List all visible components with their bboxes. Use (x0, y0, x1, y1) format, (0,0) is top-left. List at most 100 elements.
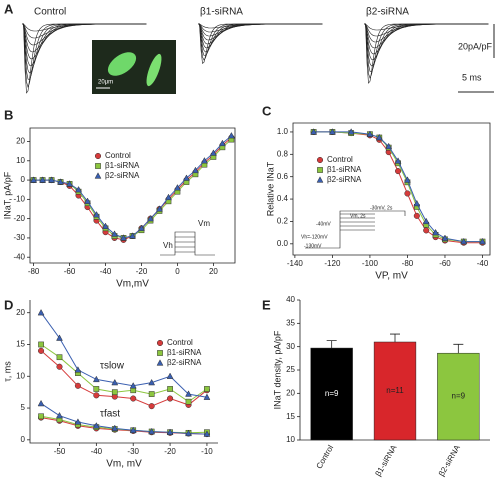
series-line (313, 131, 483, 243)
x-tick-label: Control (315, 443, 336, 470)
marker (111, 424, 119, 432)
marker (385, 142, 393, 150)
marker (111, 389, 118, 396)
micrograph: 20μm (92, 40, 176, 94)
x-tick-label: -50 (54, 447, 66, 456)
marker (38, 413, 44, 420)
marker (347, 128, 355, 135)
x-tick-label: -40 (477, 259, 489, 268)
marker (204, 386, 210, 392)
marker (413, 199, 421, 207)
marker (92, 422, 100, 429)
axis-frame (29, 127, 236, 264)
x-axis-label: Vm,mV (116, 279, 149, 290)
axis-frame (29, 300, 218, 444)
marker (120, 234, 127, 241)
marker (75, 185, 82, 193)
marker (148, 403, 155, 410)
trace (198, 23, 323, 61)
trace (198, 23, 323, 33)
marker (57, 178, 64, 185)
marker (166, 372, 174, 379)
y-tick-label: 10 (286, 435, 295, 444)
y-tick-label: -40 (13, 252, 25, 261)
trace (22, 23, 147, 94)
x-tick-label: -60 (439, 259, 451, 268)
series-line (40, 350, 208, 407)
marker (192, 166, 199, 174)
y-axis-label: τ, ms (2, 361, 12, 382)
image-scale: 20μm (98, 80, 113, 86)
marker (93, 392, 100, 399)
y-tick-label: -30 (13, 233, 25, 242)
marker (366, 130, 374, 137)
marker (38, 347, 45, 354)
scale-x: 5 ms (462, 72, 482, 82)
marker (147, 214, 154, 222)
marker (395, 168, 402, 175)
series-line (40, 403, 207, 435)
x-tick-label: -80 (28, 267, 40, 276)
y-tick-label: 15 (286, 412, 295, 421)
marker (48, 176, 55, 183)
legend-label: β1-siRNA (105, 161, 140, 170)
y-tick-label: 20 (16, 308, 25, 317)
x-tick-label: -140 (287, 259, 304, 268)
marker (413, 212, 420, 219)
trace (364, 23, 489, 37)
inset-label: Vm (198, 219, 210, 228)
marker (56, 354, 63, 361)
y-tick-label: -10 (13, 194, 25, 203)
marker (66, 180, 73, 187)
marker (84, 197, 91, 204)
cell (146, 53, 162, 87)
marker (94, 172, 102, 179)
legend-label: β2-siRNA (327, 175, 362, 184)
trace-title: β1-siRNA (200, 7, 243, 18)
marker (39, 176, 47, 183)
marker (479, 237, 486, 245)
marker (432, 228, 440, 236)
x-tick-label: 0 (175, 267, 180, 276)
marker (375, 133, 383, 141)
x-tick-label: -20 (164, 447, 176, 456)
marker (203, 393, 211, 400)
y-tick-label: 0.6 (277, 172, 289, 181)
marker (94, 152, 102, 160)
y-tick-label: 40 (286, 295, 295, 304)
marker (111, 230, 118, 237)
marker (56, 363, 63, 370)
marker (166, 428, 174, 435)
scale-bar (458, 24, 495, 93)
marker (102, 222, 109, 230)
marker (441, 234, 449, 241)
x-tick-label: -120 (324, 259, 341, 268)
panel-letter: C (262, 103, 272, 118)
marker (174, 184, 181, 191)
marker (56, 334, 63, 341)
y-tick-label: 10 (16, 156, 25, 165)
y-axis-label: INaT density, pA/pF (272, 330, 282, 409)
marker (37, 308, 45, 316)
trace (198, 23, 323, 57)
cell (107, 52, 137, 76)
y-tick-label: 0 (21, 435, 26, 444)
marker (185, 398, 192, 405)
y-tick-label: 15 (16, 340, 25, 349)
legend-label: Control (327, 155, 353, 164)
marker (394, 157, 402, 164)
marker (93, 386, 100, 392)
marker (317, 167, 323, 173)
bar (310, 347, 353, 441)
inset-label: -40mV (316, 221, 331, 227)
marker (210, 149, 217, 156)
marker (201, 157, 208, 164)
trace (364, 23, 489, 84)
panel-letter: A (4, 1, 14, 16)
marker (93, 211, 100, 218)
legend-label: β1-siRNA (167, 348, 202, 357)
error-bar (326, 340, 337, 349)
marker (316, 156, 324, 164)
error-bar (453, 343, 464, 354)
